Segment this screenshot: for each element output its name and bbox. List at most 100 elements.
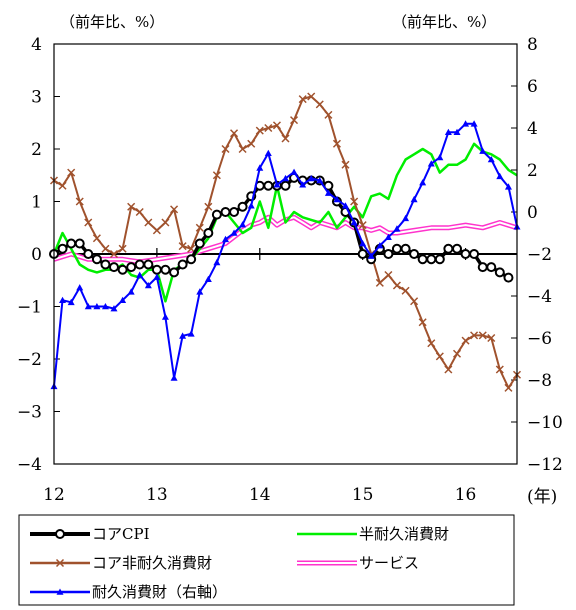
- data-point: [153, 273, 161, 280]
- data-point: [203, 228, 214, 238]
- data-point: [152, 226, 161, 235]
- data-point: [58, 181, 67, 190]
- data-point: [264, 149, 272, 156]
- data-point: [59, 296, 67, 303]
- data-point: [393, 225, 401, 232]
- data-point: [117, 264, 128, 275]
- data-point: [75, 197, 84, 206]
- data-point: [460, 249, 471, 259]
- data-point: [477, 262, 488, 273]
- data-point: [229, 207, 240, 217]
- right-tick-label: −2: [527, 245, 552, 265]
- right-tick-label: 6: [527, 77, 538, 97]
- data-point: [239, 221, 247, 228]
- data-point: [315, 100, 324, 109]
- data-point: [100, 259, 111, 270]
- data-point: [367, 252, 375, 259]
- data-point: [409, 249, 420, 259]
- data-point: [487, 156, 495, 163]
- x-tick-label: 14: [249, 485, 271, 505]
- legend-item-2: 耐久消費財（右軸）: [30, 583, 227, 601]
- data-point: [452, 349, 462, 358]
- legend-label: コア非耐久消費財: [92, 554, 212, 572]
- data-point: [504, 183, 512, 190]
- data-point: [213, 258, 221, 266]
- data-point: [84, 303, 92, 310]
- x-tick-label: 12: [43, 485, 65, 505]
- data-point: [443, 243, 454, 254]
- x-tick-label: 15: [352, 485, 374, 505]
- data-point: [401, 286, 410, 295]
- data-point: [384, 233, 392, 240]
- data-point: [263, 180, 274, 191]
- right-tick-label: 2: [527, 161, 538, 181]
- data-point: [84, 218, 93, 227]
- data-point: [391, 243, 402, 254]
- x-tick-label: 16: [455, 485, 477, 505]
- data-point: [350, 219, 358, 226]
- data-point: [341, 202, 349, 209]
- left-tick-label: −2: [17, 350, 42, 370]
- data-point: [444, 128, 452, 135]
- data-point: [264, 123, 273, 133]
- data-point: [494, 267, 505, 278]
- right-tick-label: 4: [527, 119, 538, 139]
- series-0: [49, 172, 514, 283]
- data-point: [280, 180, 291, 191]
- data-point: [359, 240, 367, 247]
- data-point: [503, 272, 514, 283]
- right-axis-ticks: 8 6 4 2 0 −2 −4 −6 −8 −10 −12: [511, 35, 563, 475]
- data-point: [177, 259, 188, 270]
- data-point: [151, 264, 162, 275]
- series-line: [53, 95, 518, 389]
- data-point: [230, 129, 239, 138]
- data-point: [247, 139, 256, 148]
- data-point: [161, 313, 169, 320]
- data-point: [134, 259, 145, 270]
- data-point: [434, 254, 445, 265]
- data-point: [56, 588, 64, 595]
- data-point: [417, 254, 428, 265]
- data-point: [290, 116, 299, 125]
- data-point: [221, 144, 230, 154]
- data-point: [332, 139, 341, 148]
- data-point: [358, 221, 367, 230]
- left-tick-label: 4: [31, 35, 42, 55]
- data-point: [496, 172, 504, 180]
- data-point: [298, 95, 307, 104]
- legend-item-1: コア非耐久消費財: [30, 554, 212, 572]
- data-point: [178, 242, 187, 251]
- data-point: [324, 189, 332, 196]
- data-point: [118, 244, 127, 253]
- x-axis-ticks: 12 13 14 15 16: [43, 248, 476, 505]
- data-point: [119, 296, 127, 303]
- data-point: [127, 202, 136, 211]
- data-point: [179, 332, 187, 339]
- data-point: [143, 259, 154, 270]
- data-point: [76, 284, 84, 291]
- data-point: [400, 243, 411, 254]
- data-point: [211, 209, 222, 220]
- right-tick-label: 8: [527, 35, 538, 55]
- data-point: [170, 205, 179, 214]
- data-point: [470, 331, 479, 340]
- data-point: [410, 195, 418, 203]
- left-tick-label: 2: [31, 140, 42, 160]
- data-point: [444, 365, 453, 374]
- data-point: [247, 202, 255, 209]
- data-point: [57, 243, 68, 254]
- data-point: [256, 164, 264, 171]
- data-point: [204, 202, 213, 211]
- data-point: [504, 383, 513, 392]
- data-point: [478, 331, 487, 340]
- right-tick-label: −10: [527, 413, 563, 433]
- data-point: [67, 168, 76, 177]
- data-point: [109, 249, 119, 259]
- data-point: [83, 249, 94, 259]
- data-point: [272, 121, 281, 130]
- left-tick-label: −3: [17, 403, 42, 423]
- data-point: [204, 275, 212, 282]
- series-3: [52, 142, 518, 303]
- data-point: [187, 244, 196, 253]
